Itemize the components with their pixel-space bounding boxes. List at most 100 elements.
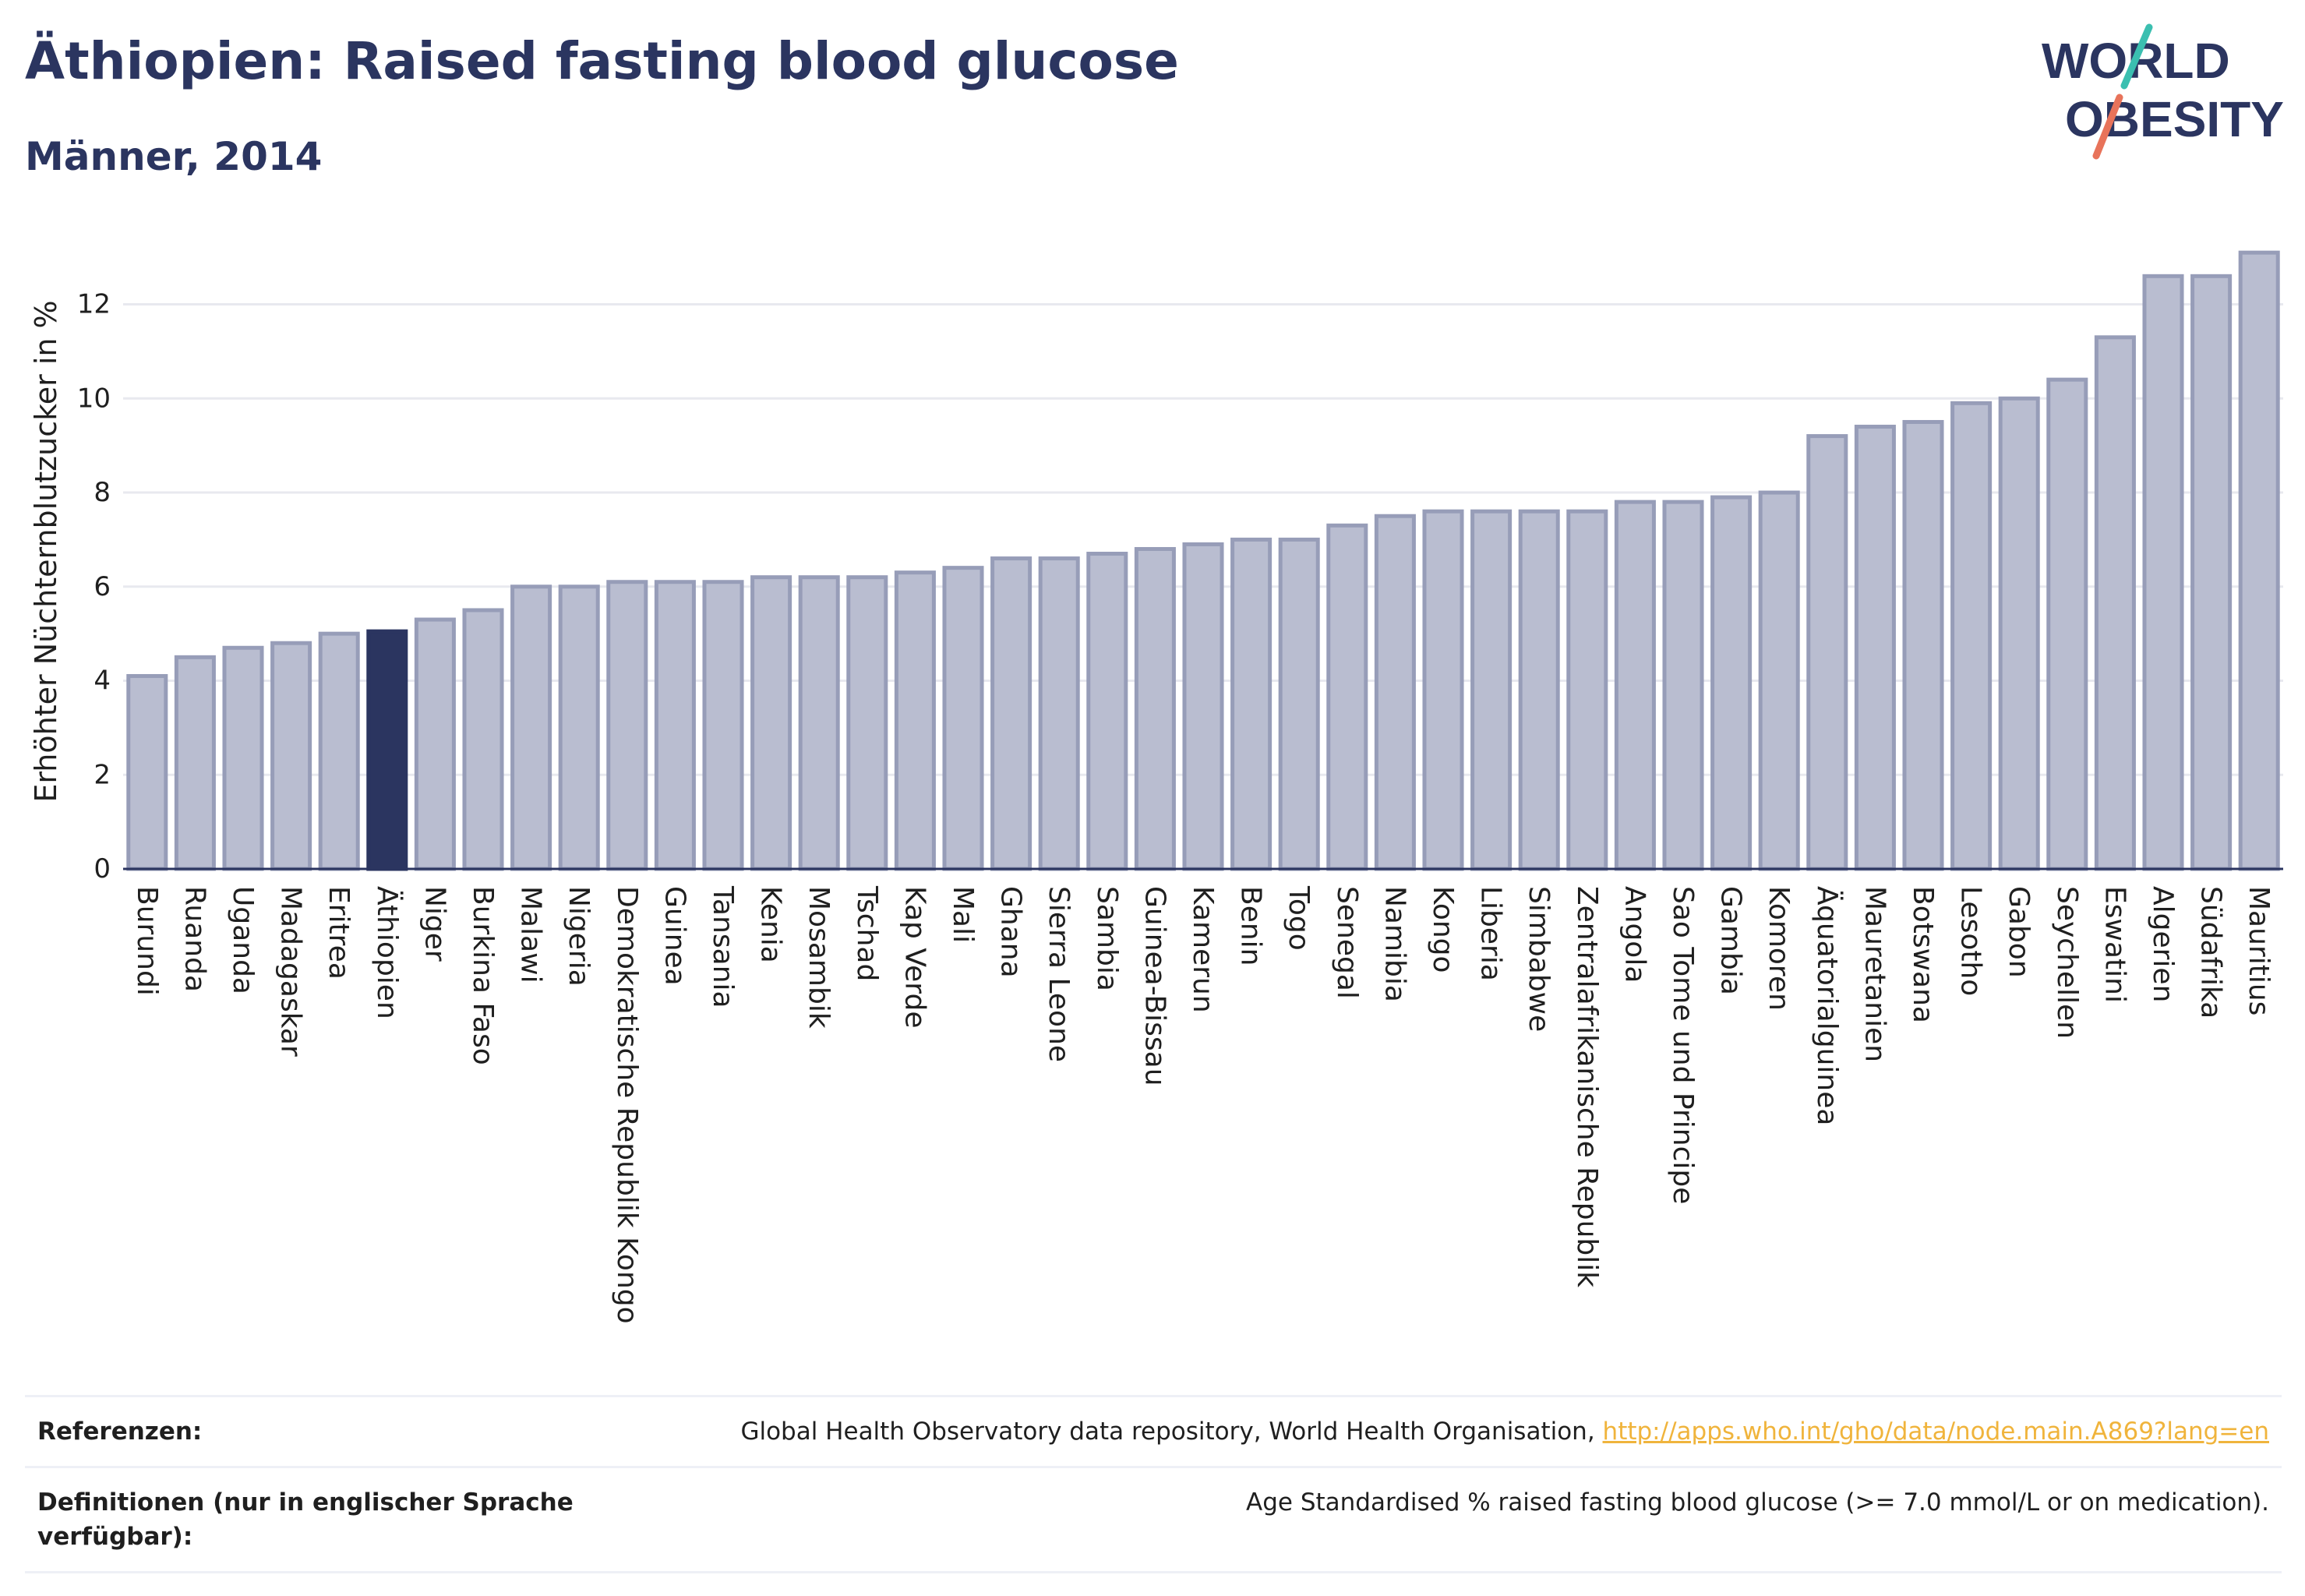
references-row: Referenzen: Global Health Observatory da…	[25, 1395, 2282, 1466]
bar	[1038, 556, 1080, 871]
bar	[1230, 537, 1273, 871]
x-tick-label: Togo	[1283, 885, 1315, 951]
x-tick-label: Uganda	[227, 886, 259, 994]
x-tick-label: Niger	[418, 886, 450, 962]
bar	[2094, 335, 2136, 871]
bar	[942, 566, 984, 871]
bar-chart: 0 2 4 6 8 10 12 Erhöhter Nüchternblutzucker in …	[29, 250, 2283, 1324]
x-tick-label: Benin	[1235, 886, 1267, 966]
references-label: Referenzen:	[37, 1418, 203, 1446]
x-tick-label: Sambia	[1091, 886, 1123, 991]
bar	[1374, 514, 1416, 871]
definitions-row: Definitionen (nur in englischer Sprache …	[25, 1466, 2282, 1573]
bar	[894, 570, 936, 871]
bar	[462, 608, 504, 871]
x-tick-label: Kongo	[1427, 886, 1459, 973]
bar	[510, 584, 552, 871]
x-tick-label: Algerien	[2147, 886, 2179, 1002]
x-tick-label: Tschad	[851, 885, 883, 981]
x-tick-label: Eritrea	[323, 886, 355, 980]
bar	[2046, 377, 2088, 871]
x-tick-label: Äthiopien	[371, 886, 404, 1019]
bar	[2142, 274, 2184, 871]
x-tick-label: Mauritius	[2243, 886, 2275, 1015]
references-table: Referenzen: Global Health Observatory da…	[25, 1395, 2282, 1573]
x-tick-label: Sierra Leone	[1043, 886, 1075, 1062]
x-tick-label: Liberia	[1475, 886, 1507, 981]
y-tick-label: 6	[94, 571, 111, 602]
x-tick-label: Komoren	[1763, 886, 1795, 1011]
x-tick-label: Demokratische Republik Kongo	[611, 886, 643, 1324]
y-tick-label: 4	[94, 666, 111, 697]
bar	[1950, 401, 1993, 871]
x-tick-label: Gambia	[1715, 886, 1747, 995]
x-tick-label: Tansania	[707, 885, 739, 1008]
x-tick-label: Kamerun	[1187, 886, 1219, 1013]
bar	[1806, 434, 1848, 871]
x-tick-label: Madagaskar	[275, 886, 307, 1057]
bar	[1662, 500, 1704, 871]
bar	[1182, 542, 1224, 871]
page-subtitle: Männer, 2014	[25, 134, 323, 179]
x-tick-label: Kenia	[755, 886, 787, 963]
world-obesity-logo: WORLD OBESITY	[2042, 23, 2284, 160]
bar	[606, 580, 648, 871]
x-tick-label: Eswatini	[2099, 886, 2130, 1003]
x-tick-label: Burundi	[131, 886, 163, 996]
x-tick-label: Ghana	[995, 886, 1027, 978]
references-text: Global Health Observatory data repositor…	[740, 1418, 1603, 1446]
bar	[2190, 274, 2233, 871]
bar	[318, 631, 360, 871]
bar	[1086, 552, 1128, 871]
references-value: Global Health Observatory data repositor…	[740, 1414, 2269, 1449]
x-tick-label: Gabon	[2003, 886, 2035, 978]
x-tick-label: Äquatorialguinea	[1811, 886, 1844, 1125]
bar	[1614, 500, 1656, 871]
bar	[750, 575, 792, 871]
logo-slash-red	[2092, 94, 2123, 160]
x-tick-label: Burkina Faso	[467, 886, 499, 1065]
x-tick-label: Südafrika	[2195, 886, 2227, 1019]
bar	[654, 580, 696, 871]
definitions-value: Age Standardised % raised fasting blood …	[1246, 1488, 2269, 1517]
bar	[1134, 546, 1176, 871]
x-tick-label: Kap Verde	[898, 886, 930, 1028]
x-tick-label: Seychellen	[2051, 886, 2083, 1039]
bar	[1998, 396, 2040, 871]
definitions-label: Definitionen (nur in englischer Sprache …	[37, 1488, 574, 1551]
x-tick-label: Simbabwe	[1523, 886, 1555, 1032]
x-tick-label: Botswana	[1907, 886, 1939, 1023]
bar	[222, 645, 264, 871]
x-tick-label: Ruanda	[178, 886, 210, 992]
bar	[126, 673, 168, 871]
y-tick-label: 2	[94, 759, 111, 790]
x-tick-label: Mosambik	[803, 886, 835, 1029]
x-tick-label: Mali	[947, 886, 979, 943]
bar	[1854, 425, 1896, 871]
references-link[interactable]: http://apps.who.int/gho/data/node.main.A…	[1602, 1418, 2269, 1446]
bar	[1518, 509, 1560, 871]
bar	[1422, 509, 1464, 871]
bar	[702, 580, 744, 871]
bar	[1902, 419, 1944, 871]
x-tick-label: Lesotho	[1955, 886, 1987, 996]
y-tick-label: 0	[94, 853, 111, 885]
x-tick-label: Malawi	[515, 886, 547, 983]
bar	[1758, 490, 1800, 871]
bar	[1566, 509, 1608, 871]
bar	[846, 575, 888, 871]
bar	[1710, 495, 1753, 871]
bar	[270, 641, 312, 871]
bar	[2238, 250, 2280, 871]
x-tick-label: Mauretanien	[1858, 886, 1890, 1062]
bar	[1470, 509, 1513, 871]
y-tick-label: 12	[77, 289, 111, 320]
y-tick-label: 8	[94, 477, 111, 508]
y-tick-label: 10	[77, 383, 111, 414]
bar	[366, 629, 408, 871]
page-title: Äthiopien: Raised fasting blood glucose	[25, 31, 1179, 91]
bar	[558, 584, 600, 871]
x-tick-label: Senegal	[1331, 886, 1363, 999]
bar	[798, 575, 840, 871]
x-tick-label: Angola	[1618, 886, 1650, 983]
